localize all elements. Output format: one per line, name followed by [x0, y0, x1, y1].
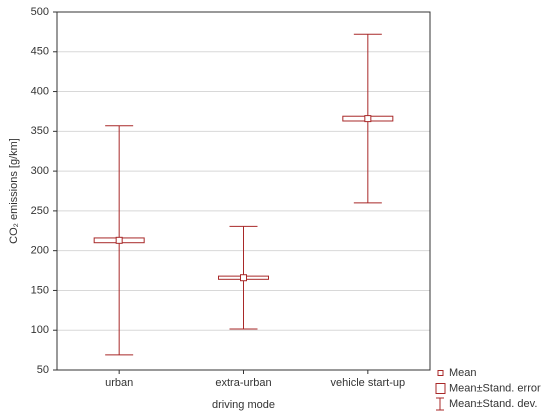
y-tick-label: 200	[31, 245, 49, 257]
y-tick-label: 100	[31, 324, 49, 336]
legend-label: Mean±Stand. dev.	[449, 398, 537, 410]
mean-marker	[115, 236, 123, 244]
x-tick-label: extra-urban	[215, 377, 271, 389]
x-tick-label: vehicle start-up	[331, 377, 406, 389]
y-tick-label: 300	[31, 165, 49, 177]
y-tick-label: 250	[31, 205, 49, 217]
mean-marker	[240, 274, 247, 282]
mean-marker	[364, 115, 372, 123]
y-tick-label: 400	[31, 85, 49, 97]
legend-label: Mean	[449, 367, 477, 379]
y-tick-label: 350	[31, 125, 49, 137]
y-axis-label: CO₂ emissions [g/km]	[8, 138, 20, 244]
y-tick-label: 450	[31, 46, 49, 58]
legend-mean	[437, 370, 444, 376]
y-tick-label: 50	[37, 364, 49, 376]
legend-label: Mean±Stand. error	[449, 382, 541, 394]
y-tick-label: 500	[31, 6, 49, 18]
x-tick-label: urban	[105, 377, 133, 389]
y-tick-label: 150	[31, 284, 49, 296]
legend-se	[435, 383, 446, 394]
x-axis-label: driving mode	[212, 399, 275, 411]
